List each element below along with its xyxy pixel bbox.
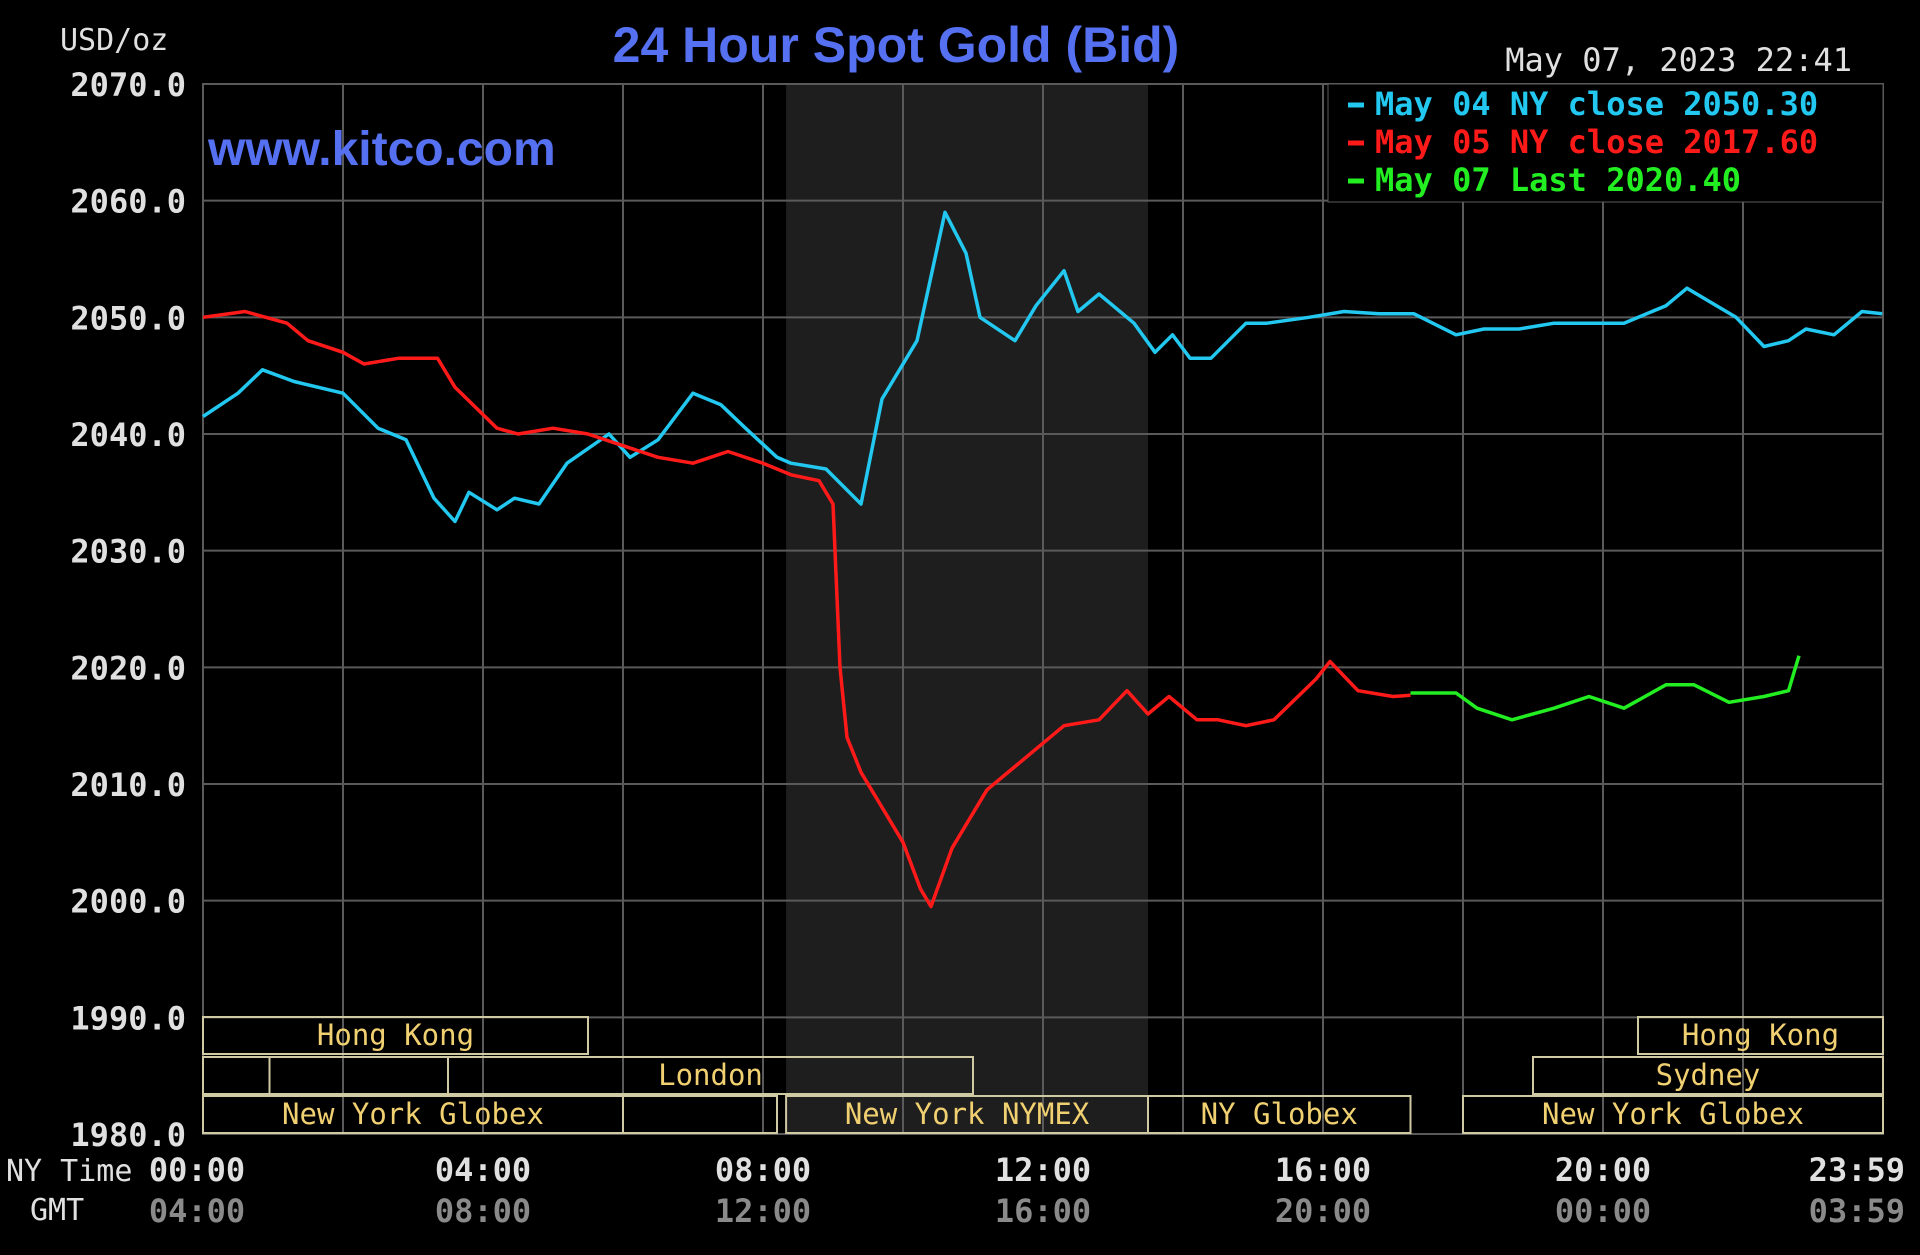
series-line-may-05	[202, 309, 1411, 909]
units-label: USD/oz	[60, 23, 168, 58]
legend-entry: May 07 Last 2020.40	[1375, 161, 1741, 199]
session-box	[622, 1095, 778, 1134]
session-box	[202, 1016, 589, 1055]
session-box	[1462, 1095, 1884, 1134]
x-tick-label-ny: 04:00	[435, 1151, 531, 1189]
y-tick-label: 2030.0	[70, 533, 186, 571]
y-tick-label: 2070.0	[70, 66, 186, 104]
session-label: London	[658, 1058, 763, 1092]
y-tick-label: 2000.0	[70, 883, 186, 921]
x-tick-label-ny: 16:00	[1275, 1151, 1371, 1189]
legend-box	[1327, 83, 1884, 203]
x-tick-label-gmt: 12:00	[715, 1192, 811, 1230]
session-box	[1532, 1056, 1884, 1095]
legend-entry: May 05 NY close 2017.60	[1375, 123, 1818, 161]
trading-sessions: Hong Kong Hong Kong London Sydney New York G…	[202, 1016, 1884, 1134]
y-tick-label: 2050.0	[70, 299, 186, 337]
series-line-may-04	[202, 210, 1883, 524]
x-tick-label-gmt: 08:00	[435, 1192, 531, 1230]
y-tick-label: 2060.0	[70, 183, 186, 221]
timestamp: May 07, 2023 22:41	[1505, 41, 1852, 79]
chart-title: 24 Hour Spot Gold (Bid)	[613, 17, 1180, 73]
gmt-label: GMT	[30, 1193, 84, 1228]
nymex-shaded-region	[786, 84, 1148, 1134]
x-tick-label-gmt: 03:59	[1809, 1192, 1905, 1230]
session-box	[1637, 1016, 1884, 1055]
website-label: www.kitco.com	[207, 123, 556, 176]
x-tick-label-ny: 00:00	[149, 1151, 245, 1189]
x-tick-label-gmt: 16:00	[995, 1192, 1091, 1230]
axes: 2070.0 2060.0 2050.0 2040.0 2030.0 2020.0 2010…	[70, 66, 1905, 1230]
session-box	[1147, 1095, 1412, 1134]
session-label: New York NYMEX	[845, 1097, 1090, 1131]
x-tick-label-gmt: 04:00	[149, 1192, 245, 1230]
session-label: Sydney	[1656, 1058, 1761, 1092]
session-label: Hong Kong	[1682, 1018, 1839, 1052]
x-tick-label-ny: 20:00	[1555, 1151, 1651, 1189]
x-tick-label-gmt: 20:00	[1275, 1192, 1371, 1230]
x-tick-label-ny: 08:00	[715, 1151, 811, 1189]
y-tick-label: 1980.0	[70, 1116, 186, 1154]
session-label: New York Globex	[1542, 1097, 1804, 1131]
y-tick-label: 1990.0	[70, 999, 186, 1037]
session-label: Hong Kong	[317, 1018, 474, 1052]
x-tick-label-ny: 23:59	[1809, 1151, 1905, 1189]
y-tick-label: 2010.0	[70, 766, 186, 804]
shaded-region	[786, 84, 1148, 1134]
series-line-may-07	[1410, 655, 1801, 722]
series-lines	[202, 210, 1883, 909]
session-box	[447, 1056, 974, 1095]
legend-entry: May 04 NY close 2050.30	[1375, 85, 1818, 123]
session-label: NY Globex	[1201, 1097, 1358, 1131]
session-label: New York Globex	[282, 1097, 544, 1131]
ny-time-label: NY Time	[6, 1154, 132, 1189]
y-tick-label: 2040.0	[70, 416, 186, 454]
x-tick-label-ny: 12:00	[995, 1151, 1091, 1189]
x-tick-label-gmt: 00:00	[1555, 1192, 1651, 1230]
y-tick-label: 2020.0	[70, 649, 186, 687]
